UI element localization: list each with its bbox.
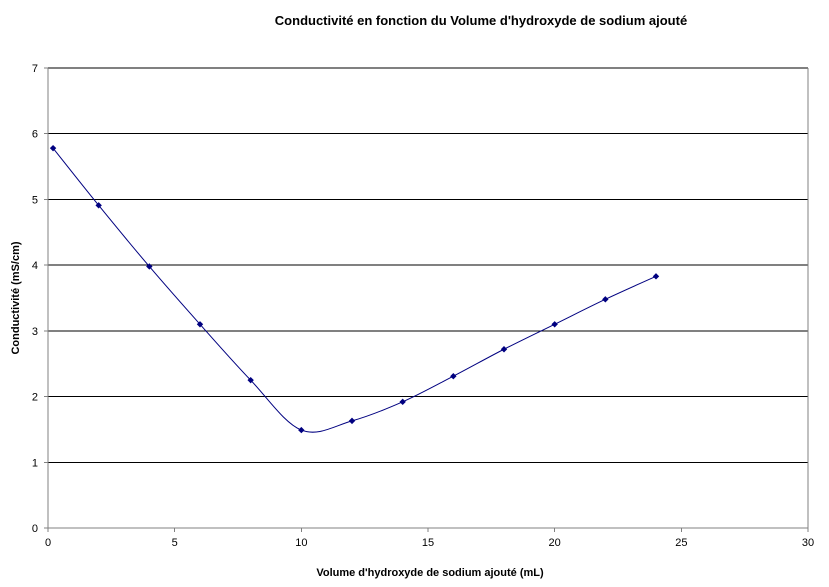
y-tick-label: 5 bbox=[32, 194, 38, 206]
y-tick-label: 7 bbox=[32, 63, 38, 75]
y-tick-label: 2 bbox=[32, 392, 38, 404]
y-axis-title: Conductivité (mS/cm) bbox=[10, 241, 22, 354]
data-point bbox=[247, 376, 254, 384]
data-series bbox=[49, 144, 660, 434]
gridlines bbox=[48, 67, 808, 463]
y-tick-labels: 0 1 2 3 4 5 6 7 bbox=[32, 63, 38, 535]
chart-title: Conductivité en fonction du Volume d'hyd… bbox=[275, 13, 687, 28]
data-point bbox=[551, 321, 558, 328]
axes bbox=[44, 67, 809, 532]
data-point bbox=[399, 398, 406, 406]
y-tick-label: 3 bbox=[32, 326, 38, 338]
y-tick-label: 4 bbox=[32, 260, 38, 272]
data-point bbox=[298, 426, 305, 434]
data-point bbox=[348, 417, 356, 425]
x-tick-label: 20 bbox=[549, 537, 561, 549]
plot-area bbox=[48, 68, 808, 528]
x-axis-title: Volume d'hydroxyde de sodium ajouté (mL) bbox=[316, 567, 544, 579]
x-tick-label: 5 bbox=[172, 537, 178, 549]
data-point bbox=[146, 263, 153, 270]
data-point bbox=[652, 273, 660, 280]
x-tick-label: 30 bbox=[802, 537, 814, 549]
data-point bbox=[196, 321, 204, 328]
x-tick-label: 10 bbox=[295, 537, 307, 549]
x-tick-label: 15 bbox=[422, 537, 434, 549]
data-point bbox=[602, 296, 609, 303]
data-point bbox=[49, 144, 57, 152]
data-point bbox=[95, 202, 102, 209]
x-tick-labels: 0 5 10 15 20 25 30 bbox=[45, 537, 814, 549]
x-tick-label: 25 bbox=[675, 537, 687, 549]
y-tick-label: 6 bbox=[32, 129, 38, 141]
y-tick-label: 1 bbox=[32, 457, 38, 469]
data-point bbox=[500, 346, 508, 353]
x-tick-label: 0 bbox=[45, 537, 51, 549]
y-tick-label: 0 bbox=[32, 523, 38, 535]
data-point bbox=[450, 373, 457, 380]
